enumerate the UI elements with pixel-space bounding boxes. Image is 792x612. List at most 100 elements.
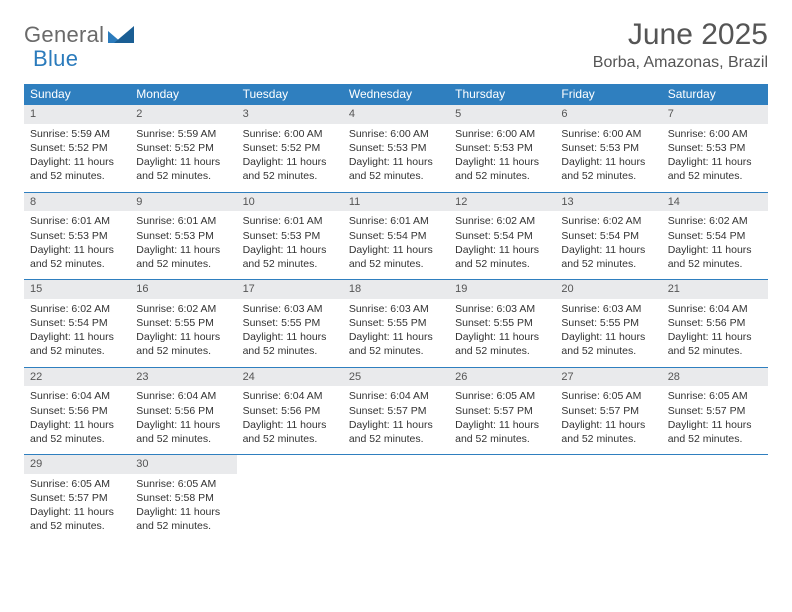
day-body: Sunrise: 6:05 AMSunset: 5:57 PMDaylight:…: [24, 474, 130, 542]
day-number: 8: [24, 193, 130, 212]
day-number: 18: [343, 280, 449, 299]
brand-mark-icon: [108, 23, 134, 48]
calendar-day-cell: 21Sunrise: 6:04 AMSunset: 5:56 PMDayligh…: [662, 280, 768, 368]
daylight-line: Daylight: 11 hours and 52 minutes.: [668, 330, 762, 358]
sunrise-line: Sunrise: 6:03 AM: [243, 302, 337, 316]
daylight-line: Daylight: 11 hours and 52 minutes.: [455, 330, 549, 358]
daylight-line: Daylight: 11 hours and 52 minutes.: [561, 330, 655, 358]
daylight-line: Daylight: 11 hours and 52 minutes.: [455, 418, 549, 446]
day-body: Sunrise: 5:59 AMSunset: 5:52 PMDaylight:…: [130, 124, 236, 192]
day-body: Sunrise: 6:04 AMSunset: 5:56 PMDaylight:…: [130, 386, 236, 454]
calendar-week-row: 22Sunrise: 6:04 AMSunset: 5:56 PMDayligh…: [24, 367, 768, 455]
sunrise-line: Sunrise: 6:01 AM: [136, 214, 230, 228]
day-body: Sunrise: 6:03 AMSunset: 5:55 PMDaylight:…: [555, 299, 661, 367]
sunrise-line: Sunrise: 6:00 AM: [243, 127, 337, 141]
day-number: 11: [343, 193, 449, 212]
day-header: Monday: [130, 84, 236, 105]
day-body: Sunrise: 6:02 AMSunset: 5:54 PMDaylight:…: [662, 211, 768, 279]
calendar-day-cell: 20Sunrise: 6:03 AMSunset: 5:55 PMDayligh…: [555, 280, 661, 368]
calendar-day-cell: 15Sunrise: 6:02 AMSunset: 5:54 PMDayligh…: [24, 280, 130, 368]
calendar-week-row: 1Sunrise: 5:59 AMSunset: 5:52 PMDaylight…: [24, 105, 768, 193]
sunset-line: Sunset: 5:55 PM: [136, 316, 230, 330]
sunrise-line: Sunrise: 6:04 AM: [349, 389, 443, 403]
sunrise-line: Sunrise: 5:59 AM: [30, 127, 124, 141]
calendar-day-cell: 17Sunrise: 6:03 AMSunset: 5:55 PMDayligh…: [237, 280, 343, 368]
sunset-line: Sunset: 5:53 PM: [455, 141, 549, 155]
sunrise-line: Sunrise: 6:05 AM: [561, 389, 655, 403]
calendar-day-cell: 27Sunrise: 6:05 AMSunset: 5:57 PMDayligh…: [555, 367, 661, 455]
sunrise-line: Sunrise: 6:01 AM: [30, 214, 124, 228]
month-title: June 2025: [593, 18, 768, 52]
day-number: 26: [449, 368, 555, 387]
calendar-day-cell: 24Sunrise: 6:04 AMSunset: 5:56 PMDayligh…: [237, 367, 343, 455]
daylight-line: Daylight: 11 hours and 52 minutes.: [668, 155, 762, 183]
day-body: Sunrise: 6:05 AMSunset: 5:57 PMDaylight:…: [449, 386, 555, 454]
day-number: 30: [130, 455, 236, 474]
day-header-row: Sunday Monday Tuesday Wednesday Thursday…: [24, 84, 768, 105]
sunrise-line: Sunrise: 6:03 AM: [561, 302, 655, 316]
day-number: 2: [130, 105, 236, 124]
day-number: 20: [555, 280, 661, 299]
calendar-day-cell: 2Sunrise: 5:59 AMSunset: 5:52 PMDaylight…: [130, 105, 236, 193]
day-header: Sunday: [24, 84, 130, 105]
day-body: Sunrise: 6:02 AMSunset: 5:54 PMDaylight:…: [555, 211, 661, 279]
sunset-line: Sunset: 5:57 PM: [349, 404, 443, 418]
sunset-line: Sunset: 5:57 PM: [30, 491, 124, 505]
sunrise-line: Sunrise: 6:00 AM: [561, 127, 655, 141]
day-number: 23: [130, 368, 236, 387]
day-header: Tuesday: [237, 84, 343, 105]
sunset-line: Sunset: 5:54 PM: [30, 316, 124, 330]
calendar-empty-cell: [662, 455, 768, 542]
day-body: Sunrise: 6:00 AMSunset: 5:53 PMDaylight:…: [343, 124, 449, 192]
calendar-day-cell: 11Sunrise: 6:01 AMSunset: 5:54 PMDayligh…: [343, 192, 449, 280]
daylight-line: Daylight: 11 hours and 52 minutes.: [668, 418, 762, 446]
day-number: 16: [130, 280, 236, 299]
day-number: 7: [662, 105, 768, 124]
day-number: 6: [555, 105, 661, 124]
calendar-day-cell: 8 Sunrise: 6:01 AMSunset: 5:53 PMDaylight…: [24, 192, 130, 280]
sunrise-line: Sunrise: 6:02 AM: [561, 214, 655, 228]
title-block: June 2025 Borba, Amazonas, Brazil: [593, 18, 768, 72]
day-body: Sunrise: 6:02 AMSunset: 5:55 PMDaylight:…: [130, 299, 236, 367]
location-text: Borba, Amazonas, Brazil: [593, 54, 768, 72]
calendar-day-cell: 18Sunrise: 6:03 AMSunset: 5:55 PMDayligh…: [343, 280, 449, 368]
sunrise-line: Sunrise: 5:59 AM: [136, 127, 230, 141]
calendar-day-cell: 14Sunrise: 6:02 AMSunset: 5:54 PMDayligh…: [662, 192, 768, 280]
daylight-line: Daylight: 11 hours and 52 minutes.: [136, 155, 230, 183]
day-number: 25: [343, 368, 449, 387]
calendar-day-cell: 16Sunrise: 6:02 AMSunset: 5:55 PMDayligh…: [130, 280, 236, 368]
daylight-line: Daylight: 11 hours and 52 minutes.: [561, 243, 655, 271]
calendar-empty-cell: [237, 455, 343, 542]
sunrise-line: Sunrise: 6:05 AM: [668, 389, 762, 403]
calendar-day-cell: 1Sunrise: 5:59 AMSunset: 5:52 PMDaylight…: [24, 105, 130, 193]
daylight-line: Daylight: 11 hours and 52 minutes.: [136, 418, 230, 446]
day-body: Sunrise: 6:04 AMSunset: 5:57 PMDaylight:…: [343, 386, 449, 454]
daylight-line: Daylight: 11 hours and 52 minutes.: [30, 243, 124, 271]
calendar-day-cell: 4Sunrise: 6:00 AMSunset: 5:53 PMDaylight…: [343, 105, 449, 193]
sunset-line: Sunset: 5:53 PM: [349, 141, 443, 155]
sunset-line: Sunset: 5:53 PM: [30, 229, 124, 243]
day-number: 3: [237, 105, 343, 124]
day-body: Sunrise: 6:01 AMSunset: 5:54 PMDaylight:…: [343, 211, 449, 279]
daylight-line: Daylight: 11 hours and 52 minutes.: [136, 330, 230, 358]
sunrise-line: Sunrise: 6:00 AM: [668, 127, 762, 141]
day-header: Thursday: [449, 84, 555, 105]
day-number: 24: [237, 368, 343, 387]
sunset-line: Sunset: 5:56 PM: [243, 404, 337, 418]
day-body: Sunrise: 6:05 AMSunset: 5:58 PMDaylight:…: [130, 474, 236, 542]
daylight-line: Daylight: 11 hours and 52 minutes.: [455, 243, 549, 271]
sunset-line: Sunset: 5:58 PM: [136, 491, 230, 505]
sunset-line: Sunset: 5:54 PM: [561, 229, 655, 243]
day-number: 19: [449, 280, 555, 299]
calendar-day-cell: 13Sunrise: 6:02 AMSunset: 5:54 PMDayligh…: [555, 192, 661, 280]
daylight-line: Daylight: 11 hours and 52 minutes.: [136, 243, 230, 271]
daylight-line: Daylight: 11 hours and 52 minutes.: [561, 155, 655, 183]
day-header: Friday: [555, 84, 661, 105]
calendar-day-cell: 5Sunrise: 6:00 AMSunset: 5:53 PMDaylight…: [449, 105, 555, 193]
sunset-line: Sunset: 5:52 PM: [136, 141, 230, 155]
brand-name-blue-wrap: Blue: [33, 46, 78, 72]
daylight-line: Daylight: 11 hours and 52 minutes.: [243, 418, 337, 446]
day-number: 27: [555, 368, 661, 387]
calendar-day-cell: 29Sunrise: 6:05 AMSunset: 5:57 PMDayligh…: [24, 455, 130, 542]
calendar-week-row: 8Sunrise: 6:01 AMSunset: 5:53 PMDaylight…: [24, 192, 768, 280]
